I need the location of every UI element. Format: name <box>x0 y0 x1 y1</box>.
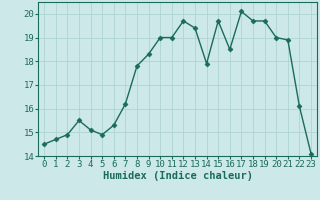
X-axis label: Humidex (Indice chaleur): Humidex (Indice chaleur) <box>103 171 252 181</box>
